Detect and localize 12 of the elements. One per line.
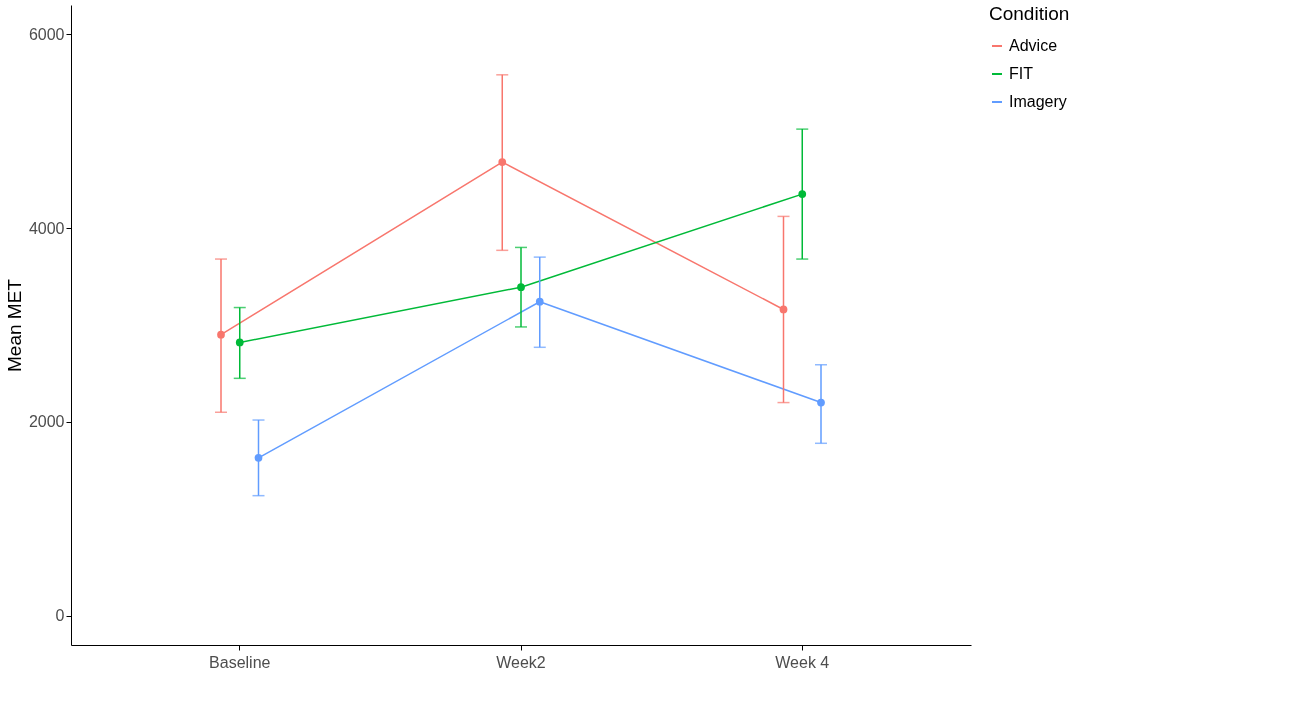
y-tick-label: 0 [55,607,65,625]
legend-title: Condition [989,3,1070,24]
x-tick-label: Baseline [209,653,271,671]
x-tick-label: Week2 [496,653,546,671]
legend-label: FIT [1009,65,1034,82]
legend-label: Imagery [1009,93,1067,110]
y-tick-label: 6000 [28,25,65,43]
legend-label: Advice [1009,37,1058,54]
y-tick-label: 4000 [28,219,65,237]
y-tick-label: 2000 [28,413,65,431]
x-tick-label: Week 4 [775,653,830,671]
y-axis-title: Mean MET [3,278,25,372]
